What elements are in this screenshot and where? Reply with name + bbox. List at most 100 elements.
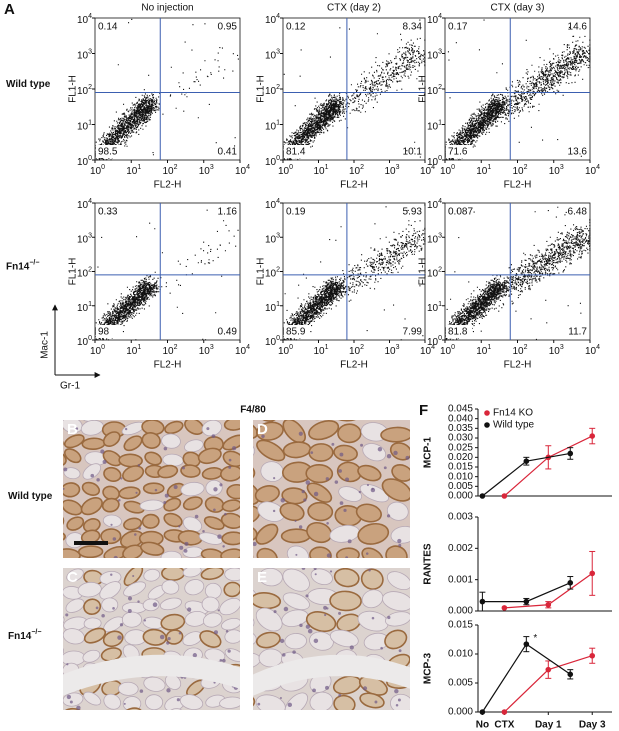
myofiber [386,501,409,521]
nucleus [101,614,105,618]
myofiber [63,432,64,449]
myofiber [222,450,240,468]
quadrant-percent: 8.34 [403,22,423,33]
nucleus [164,493,169,498]
y-tick-label-base: 10 [427,302,439,313]
myofiber [357,464,382,482]
nucleus [331,442,335,446]
y-tick-label: 103 [77,48,92,61]
x-tick-label: 102 [349,344,364,357]
nucleus [394,688,399,694]
y-tick-label: 103 [427,232,442,245]
quadrant-percent: 85.9 [286,327,306,338]
nucleus [167,637,171,641]
x-tick-label: Day 1 [535,720,562,731]
x-tick-label: 100 [278,164,293,177]
x-tick-label-sup: 3 [210,344,214,351]
myofiber [141,432,161,449]
arrow-label: Mac-1 [40,331,51,359]
y-tick-label-sup: 2 [88,266,92,273]
y-tick-label: 0.000 [448,707,473,718]
y-tick-label-sup: 4 [88,13,92,20]
myofiber [220,548,240,558]
y-tick-label: 102 [77,84,92,97]
myofiber [380,426,410,443]
nucleus [279,697,282,700]
myofiber [219,597,240,616]
myofiber [42,708,64,729]
myofiber [40,549,62,567]
nucleus [329,570,333,573]
nucleus [135,491,138,494]
nucleus [338,469,342,473]
y-tick-label-base: 10 [265,50,277,61]
nucleus [380,646,383,650]
y-tick-label-sup: 0 [438,155,442,162]
myofiber [103,466,122,482]
y-tick-label-base: 10 [77,121,89,132]
nucleus [374,700,378,704]
nucleus [334,480,339,484]
myofiber [41,584,60,600]
x-tick-label-sup: 0 [101,164,105,171]
myofiber [253,611,255,630]
nucleus [383,466,387,470]
myofiber [224,629,240,644]
nucleus [113,555,118,558]
quadrant-percent: 6.48 [568,207,588,218]
myofiber [202,612,223,628]
x-tick-label-sup: 3 [560,164,564,171]
x-axis-label: FL2-H [340,360,368,371]
myofiber [183,402,204,420]
x-tick-label-sup: 0 [289,164,293,171]
y-axis-label: MCP-3 [423,653,434,685]
nucleus [166,641,170,645]
myofiber [159,597,182,611]
y-tick-label-base: 10 [265,15,277,26]
x-tick-label-sup: 1 [137,344,141,351]
data-point [523,641,530,647]
y-tick-label-sup: 4 [276,13,280,20]
nucleus [360,443,364,447]
y-tick-label: 102 [265,266,280,279]
nucleus [326,553,332,558]
x-tick-label: 100 [90,344,105,357]
x-tick-label-sup: 1 [137,164,141,171]
x-tick-label-sup: 1 [325,344,329,351]
data-point [501,493,508,499]
nucleus [386,454,392,459]
nucleus [143,619,147,622]
event-dots [445,19,591,161]
nucleus [154,488,158,492]
myofiber [160,550,182,558]
x-tick-label-sup: 2 [174,344,178,351]
x-tick-label-base: 10 [349,166,361,177]
myofiber [253,479,261,506]
nucleus [110,573,113,576]
quadrant-percent: 13.6 [568,147,588,158]
myofiber [385,545,408,558]
y-tick-label-sup: 1 [88,119,92,126]
myofiber [83,691,102,706]
nucleus [397,698,401,702]
myofiber [310,568,333,586]
myofiber [179,694,204,710]
nucleus [228,465,232,469]
nucleus [95,606,99,610]
x-tick-label-sup: 2 [524,164,528,171]
nucleus [219,483,223,487]
myofiber [308,443,334,462]
quadrant-percent: 7.99 [403,327,423,338]
myofiber [220,512,240,529]
x-tick-label: Day 3 [579,720,606,731]
nucleus [398,649,402,653]
nucleus [124,427,128,431]
x-tick-label-base: 10 [513,166,525,177]
panel-label: B [67,421,78,438]
myofiber [256,547,278,558]
row-label-sup: −/− [31,629,41,636]
x-tick-label: 101 [476,344,491,357]
y-tick-label-base: 10 [265,337,277,348]
nucleus [69,700,73,704]
column-title: CTX (day 3) [491,3,545,14]
